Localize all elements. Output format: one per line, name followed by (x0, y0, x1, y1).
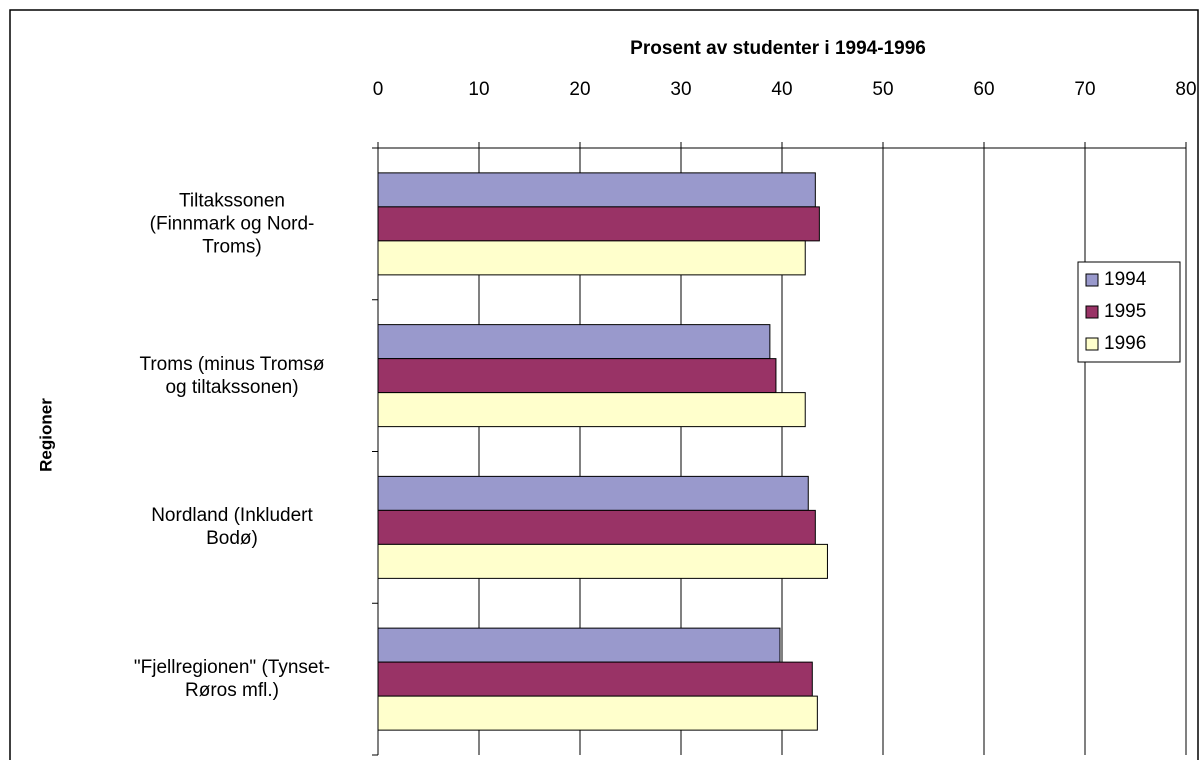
bar (377, 206, 820, 242)
bar (377, 695, 818, 731)
y-tick-label: Nordland (Inkludert Bodø) (151, 505, 313, 550)
bar (377, 324, 771, 360)
x-tick-label: 20 (569, 79, 590, 100)
x-tick-label: 50 (872, 79, 893, 100)
x-tick-label: 30 (670, 79, 691, 100)
x-tick-label: 0 (373, 79, 384, 100)
bar (377, 661, 813, 697)
bar (377, 172, 816, 208)
legend-label: 1996 (1104, 333, 1146, 354)
x-tick-label: 70 (1074, 79, 1095, 100)
bar (377, 240, 806, 276)
y-tick-label: Troms (minus Tromsø og tiltakssonen) (139, 353, 325, 398)
bar (377, 392, 806, 428)
bar (377, 509, 816, 545)
legend-label: 1995 (1104, 301, 1146, 322)
legend-swatch (1085, 337, 1099, 351)
x-tick-label: 80 (1175, 79, 1196, 100)
chart-title: Prosent av studenter i 1994-1996 (630, 38, 926, 59)
legend-swatch (1085, 273, 1099, 287)
legend-label: 1994 (1104, 269, 1147, 290)
y-tick-label: "Fjellregionen" (Tynset- Røros mfl.) (133, 657, 331, 702)
bar (377, 543, 828, 579)
x-tick-label: 10 (468, 79, 489, 100)
legend-swatch (1085, 305, 1099, 319)
y-axis-label: Regioner (36, 398, 55, 472)
bar (377, 475, 809, 511)
x-tick-label: 40 (771, 79, 792, 100)
bar (377, 627, 781, 663)
bar (377, 358, 777, 394)
x-tick-label: 60 (973, 79, 994, 100)
y-tick-label: Tiltakssonen (Finnmark og Nord- Troms) (149, 190, 315, 258)
